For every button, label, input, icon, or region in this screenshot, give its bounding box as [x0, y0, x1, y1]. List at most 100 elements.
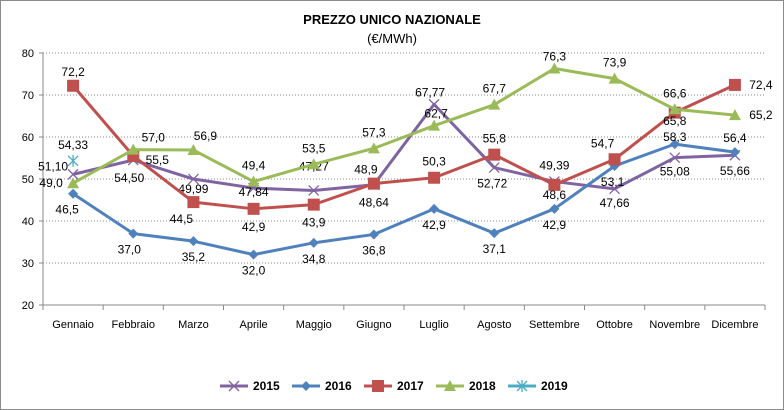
x-tick-label: Aprile [240, 319, 268, 331]
data-label: 50,3 [422, 155, 446, 169]
x-marker [187, 173, 199, 185]
x-tick-label: Maggio [296, 319, 332, 331]
data-label: 51,10 [38, 159, 68, 173]
legend-label: 2018 [469, 379, 496, 393]
legend: 2015 2016 2017 2018 2019 [220, 379, 568, 393]
data-label: 46,5 [55, 203, 79, 217]
data-label: 47,66 [600, 196, 630, 210]
data-label: 67,77 [415, 85, 445, 99]
data-label: 49,39 [539, 159, 569, 173]
legend-label: 2017 [397, 379, 424, 393]
legend-item-2017: 2017 [364, 379, 424, 393]
star-marker [516, 380, 528, 392]
x-marker [428, 98, 440, 110]
data-label: 54,7 [591, 136, 615, 150]
data-label: 49,99 [178, 182, 208, 196]
x-marker [488, 162, 500, 174]
diamond-marker [489, 228, 500, 239]
square-marker [367, 177, 380, 190]
square-marker [488, 148, 501, 161]
series-2017: 72,2 55,5 44,5 42,9 43,9 48,9 50,3 55,8 48,6 54,7… [61, 65, 773, 234]
series-2018: 49,0 57,0 56,9 49,4 53,5 57,3 62,7 67,7 76,3 73,9… [39, 50, 773, 191]
diamond-marker [368, 229, 379, 240]
data-label: 62,7 [424, 107, 448, 121]
series-line [72, 67, 736, 185]
x-tick-label: Agosto [477, 319, 511, 331]
data-label: 47,84 [239, 185, 269, 199]
data-label: 36,8 [362, 243, 386, 257]
chart-subtitle: (€/MWh) [367, 31, 417, 46]
legend-item-2018: 2018 [436, 379, 496, 393]
y-tick-label: 40 [22, 216, 34, 228]
legend-item-2016: 2016 [292, 379, 352, 393]
legend-item-2015: 2015 [220, 379, 280, 393]
square-marker [428, 171, 441, 184]
data-label: 37,0 [118, 243, 142, 257]
x-tick-label: Luglio [419, 319, 448, 331]
data-label: 35,2 [182, 250, 206, 264]
x-marker [228, 380, 240, 392]
data-label: 53,5 [302, 141, 326, 155]
square-marker [372, 380, 384, 392]
data-label: 72,4 [749, 78, 773, 92]
series-line [72, 142, 736, 257]
x-marker [669, 152, 681, 164]
data-label: 65,2 [749, 108, 773, 122]
triangle-marker [444, 380, 456, 391]
data-label: 67,7 [483, 82, 507, 96]
diamond-marker [308, 237, 319, 248]
diamond-marker [669, 139, 680, 150]
star-marker [67, 154, 79, 167]
x-tick-label: Marzo [178, 319, 209, 331]
triangle-marker [307, 158, 320, 170]
triangle-marker [668, 103, 681, 115]
triangle-marker [428, 119, 441, 131]
data-label: 73,9 [603, 56, 627, 70]
data-label: 48,9 [354, 163, 378, 177]
legend-label: 2016 [325, 379, 352, 393]
y-tick-label: 30 [22, 258, 34, 270]
diamond-marker [128, 228, 139, 239]
triangle-marker [608, 72, 621, 84]
square-marker [728, 78, 741, 91]
diamond-marker [188, 236, 199, 247]
series-line [72, 102, 735, 192]
series-2016: 46,5 37,0 35,2 32,0 34,8 36,8 42,9 37,1 42,9 53,1… [55, 130, 747, 278]
data-label: 42,9 [543, 218, 567, 232]
data-label: 72,2 [61, 65, 85, 79]
data-label: 49,0 [39, 176, 63, 190]
triangle-marker [548, 62, 561, 74]
data-label: 55,08 [660, 165, 690, 179]
square-marker [307, 198, 320, 211]
x-marker [609, 183, 621, 195]
data-label: 56,9 [194, 129, 218, 143]
data-label: 37,1 [483, 242, 507, 256]
legend-item-2019: 2019 [508, 379, 568, 393]
data-label: 44,5 [170, 212, 194, 226]
square-marker [67, 79, 80, 92]
data-label: 57,3 [362, 125, 386, 139]
data-label: 66,6 [663, 86, 687, 100]
data-label: 48,6 [543, 188, 567, 202]
series-line [71, 83, 736, 211]
data-label: 55,8 [483, 132, 507, 146]
data-label: 52,72 [477, 177, 507, 191]
series-2015: 51,1054,5049,9947,8447,2748,6467,7752,72… [38, 85, 750, 209]
diamond-marker [549, 203, 560, 214]
data-label: 76,3 [543, 50, 567, 64]
data-label: 57,0 [142, 131, 166, 145]
x-tick-label: Giugno [356, 319, 391, 331]
triangle-marker [488, 98, 501, 110]
data-label: 54,33 [58, 138, 88, 152]
data-label: 43,9 [302, 216, 326, 230]
y-tick-label: 80 [22, 48, 34, 60]
diamond-marker [68, 188, 79, 199]
data-label: 56,4 [723, 131, 747, 145]
square-marker [187, 196, 200, 209]
series-2019: 54,33 [58, 138, 88, 167]
data-label: 54,50 [114, 171, 144, 185]
data-label: 34,8 [302, 252, 326, 266]
y-tick-label: 20 [22, 300, 34, 312]
